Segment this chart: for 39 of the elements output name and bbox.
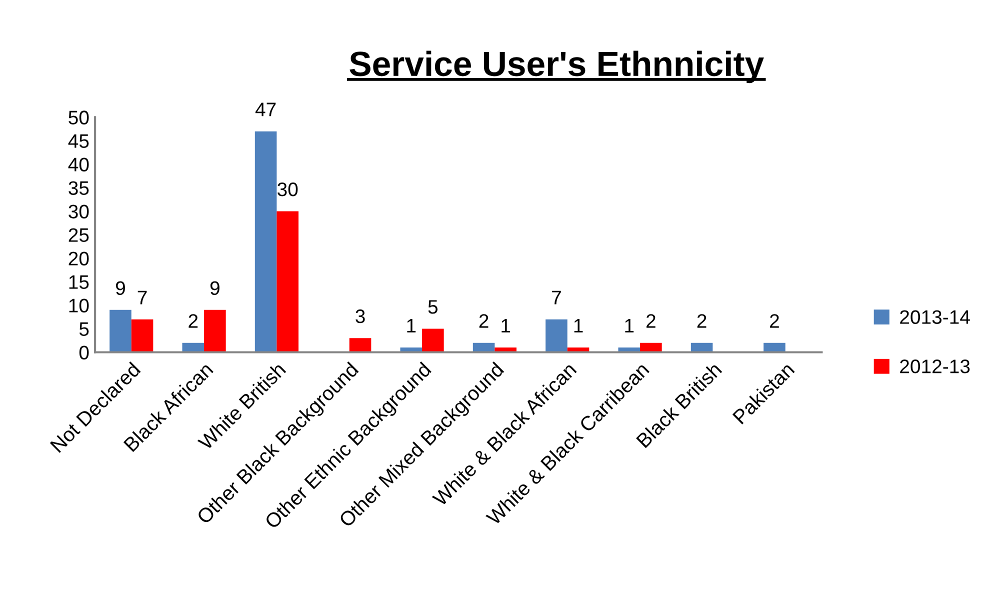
data-label: 47	[255, 102, 276, 116]
y-tick-label: 40	[68, 158, 89, 172]
legend-label: 2012-13	[900, 360, 970, 374]
bar	[110, 310, 132, 352]
bar	[254, 131, 277, 352]
y-tick-label: 5	[79, 322, 89, 336]
legend-label: 2013-14	[900, 310, 970, 324]
y-tick-label: 20	[68, 252, 89, 266]
y-tick-label: 0	[79, 346, 89, 360]
data-label: 2	[188, 314, 198, 328]
data-label: 1	[625, 319, 634, 332]
y-tick-label: 30	[68, 204, 89, 218]
data-label: 9	[210, 281, 220, 295]
data-label: 2	[479, 314, 488, 328]
y-tick-label: 15	[69, 275, 89, 289]
chart-title: Service User's Ethnnicity	[350, 50, 764, 84]
data-label: 2	[697, 314, 706, 328]
data-label: 9	[116, 281, 125, 295]
bar	[546, 319, 568, 352]
bar	[349, 338, 372, 352]
bar	[422, 328, 444, 352]
bar	[276, 211, 299, 352]
y-tick-label: 35	[68, 181, 89, 195]
data-label: 1	[574, 319, 583, 332]
data-label: 2	[770, 314, 779, 328]
y-tick-label: 10	[69, 298, 89, 312]
data-label: 3	[356, 309, 365, 324]
y-tick-label: 25	[68, 228, 89, 242]
data-label: 7	[138, 290, 147, 304]
data-label: 2	[646, 314, 656, 328]
data-label: 5	[428, 300, 438, 314]
y-tick-label: 50	[68, 110, 89, 124]
data-label: 1	[407, 319, 416, 332]
y-tick-label: 45	[68, 134, 89, 148]
data-label: 30	[278, 182, 298, 196]
data-label: 1	[502, 319, 510, 332]
bar	[131, 319, 154, 352]
data-label: 7	[552, 290, 561, 304]
bar	[204, 310, 226, 352]
